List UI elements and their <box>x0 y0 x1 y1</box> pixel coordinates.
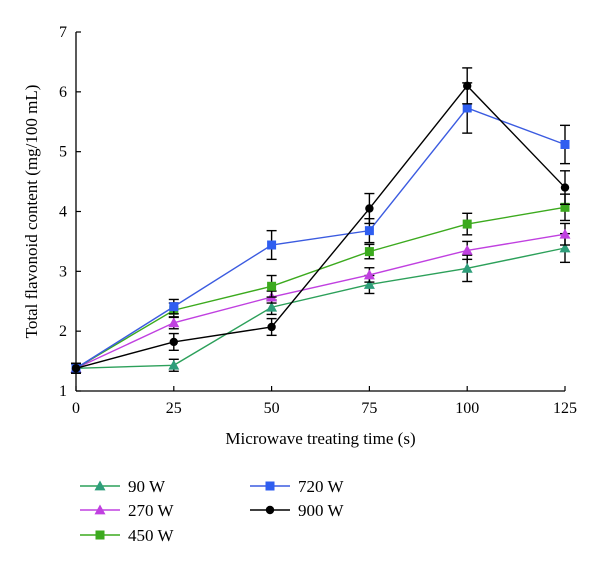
series-720w <box>71 82 570 374</box>
legend-item: 90 W <box>80 477 166 496</box>
data-point <box>168 359 180 370</box>
legend-marker <box>95 530 105 540</box>
series-layer <box>70 67 571 374</box>
legend-marker <box>94 480 106 491</box>
series-line <box>75 206 566 369</box>
data-point <box>169 302 179 312</box>
series-90w <box>70 232 571 374</box>
data-point <box>363 269 375 280</box>
y-ticks: 1 2 3 4 5 6 7 <box>59 24 81 400</box>
legend-marker <box>94 504 106 515</box>
data-point <box>364 247 374 257</box>
legend-marker <box>265 481 275 491</box>
data-point <box>463 81 472 91</box>
data-point <box>364 226 374 236</box>
data-point <box>169 337 178 347</box>
x-tick-label: 125 <box>553 400 577 417</box>
legend-item: 270 W <box>80 501 174 520</box>
legend-label: 450 W <box>128 526 174 545</box>
legend-item: 720 W <box>250 477 344 496</box>
series-line <box>75 247 566 369</box>
plot-area: 0 25 50 75 100 125 1 2 3 4 5 6 7 <box>59 24 577 417</box>
data-point <box>461 262 473 273</box>
data-point <box>266 301 278 312</box>
legend-item: 450 W <box>80 526 174 545</box>
y-tick-label: 5 <box>59 144 67 161</box>
legend-label: 90 W <box>128 477 166 496</box>
legend-item: 900 W <box>250 501 344 520</box>
data-point <box>560 139 570 149</box>
data-point <box>363 278 375 289</box>
series-900w <box>71 67 570 374</box>
data-point <box>559 228 571 239</box>
data-point <box>560 202 570 212</box>
series-line <box>75 107 566 369</box>
x-tick-label: 50 <box>264 400 280 417</box>
y-axis-title: Total flavonoid content (mg/100 mL) <box>22 85 41 339</box>
data-point <box>71 364 81 373</box>
legend-label: 270 W <box>128 501 174 520</box>
series-line <box>75 233 566 369</box>
data-point <box>365 204 374 213</box>
y-tick-label: 2 <box>59 323 67 340</box>
data-point <box>462 103 472 113</box>
legend-label: 900 W <box>298 501 344 520</box>
data-point <box>462 219 472 229</box>
data-point <box>560 183 570 192</box>
y-tick-label: 4 <box>59 204 67 221</box>
x-tick-label: 0 <box>72 400 80 417</box>
y-tick-label: 3 <box>59 263 67 280</box>
data-point <box>461 244 473 255</box>
legend-marker <box>265 505 275 515</box>
x-tick-label: 25 <box>166 400 182 417</box>
y-tick-label: 7 <box>59 24 67 41</box>
data-point <box>267 240 277 250</box>
y-tick-label: 6 <box>59 84 67 101</box>
data-point <box>267 322 276 332</box>
series-450w <box>71 193 570 374</box>
x-tick-label: 75 <box>361 400 377 417</box>
data-point <box>168 317 180 328</box>
series-270w <box>70 222 571 374</box>
data-point <box>559 242 571 253</box>
x-tick-label: 100 <box>455 400 479 417</box>
legend-label: 720 W <box>298 477 344 496</box>
y-tick-label: 1 <box>59 383 67 400</box>
legend: 90 W 270 W 450 W 720 W 900 W <box>80 477 344 545</box>
x-ticks: 0 25 50 75 100 125 <box>72 386 577 417</box>
series-line <box>75 84 566 369</box>
data-point <box>267 281 277 291</box>
x-axis-title: Microwave treating time (s) <box>225 429 415 448</box>
